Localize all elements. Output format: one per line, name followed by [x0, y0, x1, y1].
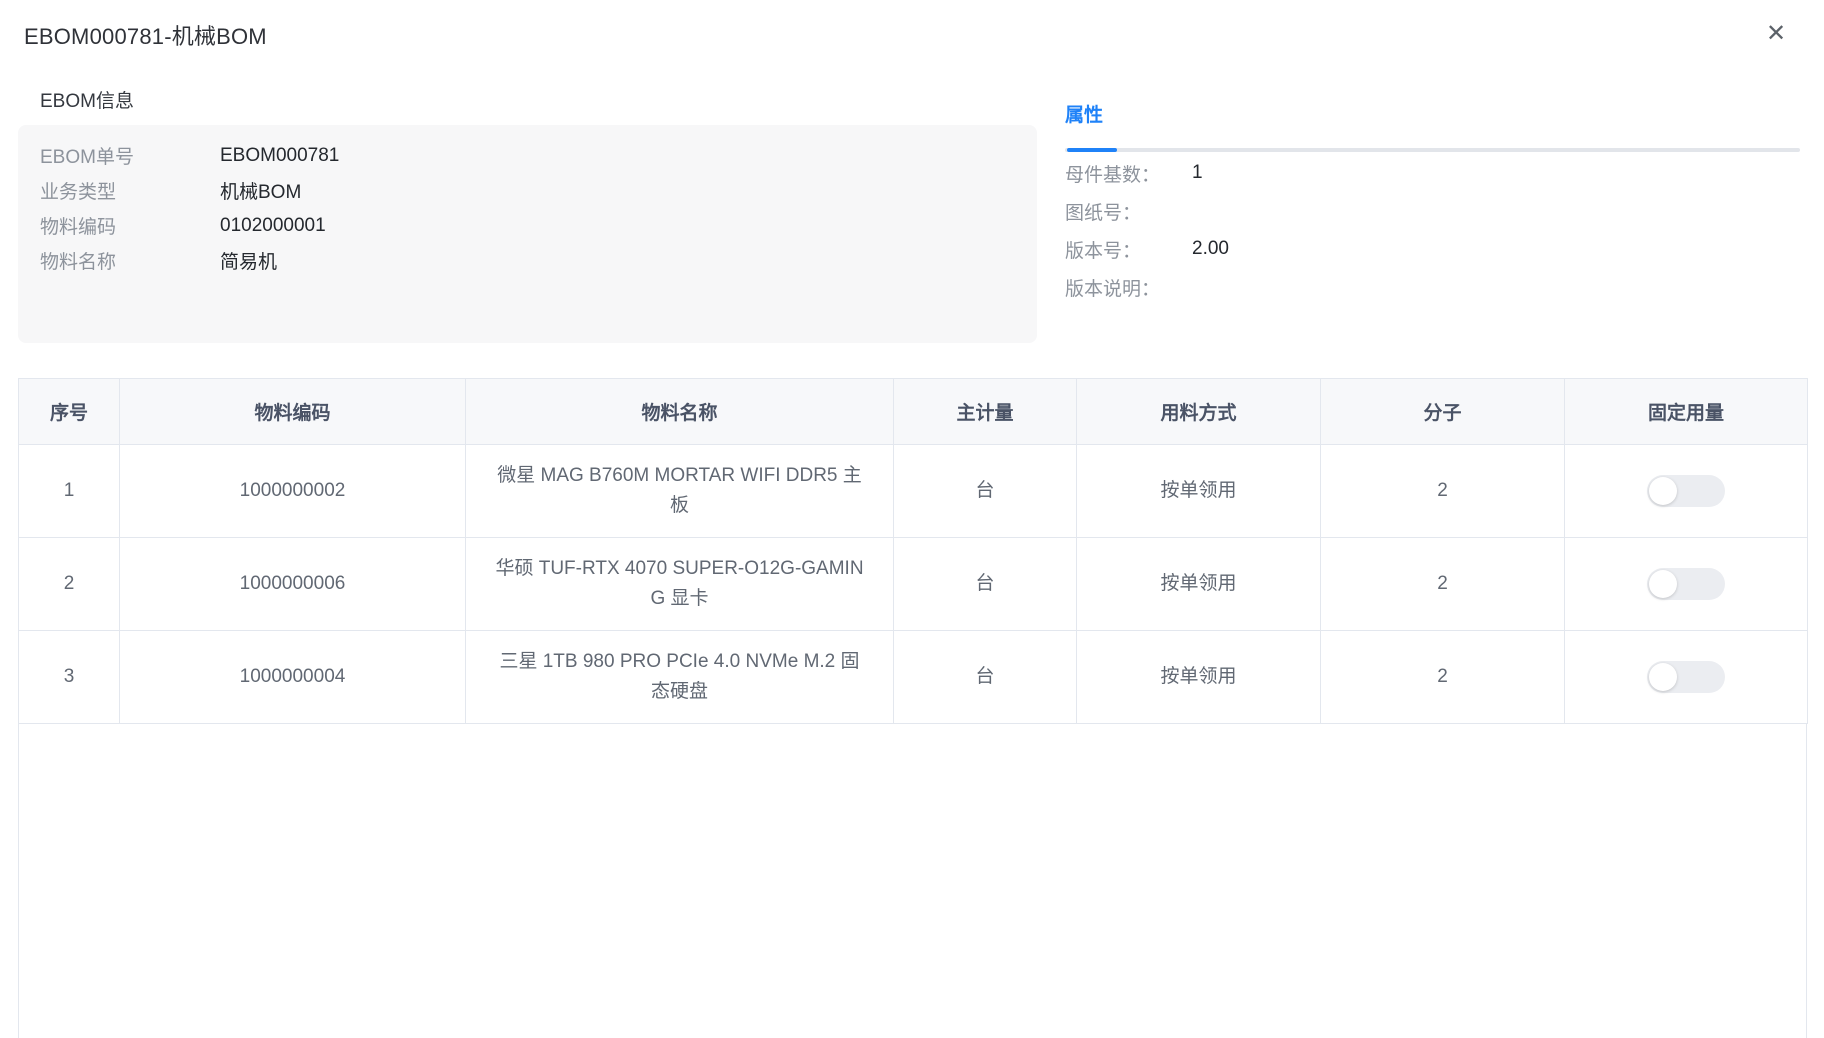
field-label: EBOM单号: [40, 147, 134, 168]
attr-row-version-no: 版本号： 2.00: [1065, 230, 1800, 268]
field-row-material-code: 物料编码 0102000001: [40, 208, 1037, 243]
cell-usage-mode: 按单领用: [1076, 630, 1321, 724]
attr-row-version-desc: 版本说明：: [1065, 268, 1800, 306]
cell-material-code: 1000000006: [119, 537, 466, 631]
attributes-panel: 属性 母件基数： 1 图纸号： 版本号： 2.00 版本说明：: [1065, 100, 1800, 306]
attr-label: 版本说明：: [1065, 278, 1161, 300]
fixed-usage-toggle[interactable]: [1647, 475, 1725, 507]
cell-fixed-usage: [1564, 630, 1808, 724]
attr-label: 图纸号：: [1065, 202, 1142, 224]
field-row-material-name: 物料名称 简易机: [40, 243, 1037, 278]
cell-unit: 台: [893, 444, 1077, 538]
dialog-header: EBOM000781-机械BOM ✕: [0, 0, 1824, 64]
cell-material-code: 1000000002: [119, 444, 466, 538]
field-value: EBOM000781: [220, 144, 340, 166]
fixed-usage-toggle[interactable]: [1647, 661, 1725, 693]
tab-active-indicator: [1067, 148, 1117, 152]
col-header-material-code: 物料编码: [119, 378, 466, 445]
toggle-knob: [1649, 477, 1677, 505]
field-label: 物料名称: [40, 252, 117, 273]
cell-seq: 2: [18, 537, 120, 631]
field-row-ebom-no: EBOM单号 EBOM000781: [40, 138, 1037, 173]
table-row: 3 1000000004 三星 1TB 980 PRO PCIe 4.0 NVM…: [18, 630, 1808, 724]
attributes-list: 母件基数： 1 图纸号： 版本号： 2.00 版本说明：: [1065, 154, 1800, 306]
col-header-usage-mode: 用料方式: [1076, 378, 1321, 445]
ebom-info-heading: EBOM信息: [40, 91, 134, 112]
attr-row-drawing-no: 图纸号：: [1065, 192, 1800, 230]
cell-material-name: 华硕 TUF-RTX 4070 SUPER-O12G-GAMING 显卡: [465, 537, 894, 631]
cell-usage-mode: 按单领用: [1076, 537, 1321, 631]
field-label: 物料编码: [40, 217, 117, 238]
attr-label: 母件基数：: [1065, 164, 1161, 186]
col-header-seq: 序号: [18, 378, 120, 445]
toggle-knob: [1649, 570, 1677, 598]
field-label: 业务类型: [40, 182, 117, 203]
cell-material-code: 1000000004: [119, 630, 466, 724]
attr-label: 版本号：: [1065, 240, 1142, 262]
cell-unit: 台: [893, 630, 1077, 724]
attr-value: 2.00: [1192, 238, 1229, 259]
cell-numerator: 2: [1320, 444, 1565, 538]
cell-seq: 3: [18, 630, 120, 724]
toggle-knob: [1649, 663, 1677, 691]
attr-value: 1: [1192, 162, 1203, 183]
table-header-row: 序号 物料编码 物料名称 主计量 用料方式 分子 固定用量: [18, 378, 1808, 445]
cell-numerator: 2: [1320, 630, 1565, 724]
field-value: 简易机: [220, 252, 278, 273]
cell-seq: 1: [18, 444, 120, 538]
field-value: 0102000001: [220, 214, 326, 236]
cell-numerator: 2: [1320, 537, 1565, 631]
field-value: 机械BOM: [220, 182, 302, 203]
ebom-info-panel: EBOM单号 EBOM000781 业务类型 机械BOM 物料编码 010200…: [18, 125, 1037, 343]
tab-rail: [1065, 148, 1800, 152]
close-icon[interactable]: ✕: [1765, 20, 1787, 47]
cell-material-name: 微星 MAG B760M MORTAR WIFI DDR5 主板: [465, 444, 894, 538]
table-empty-area: [18, 724, 1807, 1038]
dialog-title: EBOM000781-机械BOM: [24, 24, 267, 49]
table-row: 2 1000000006 华硕 TUF-RTX 4070 SUPER-O12G-…: [18, 537, 1808, 631]
cell-unit: 台: [893, 537, 1077, 631]
cell-usage-mode: 按单领用: [1076, 444, 1321, 538]
attr-row-base-qty: 母件基数： 1: [1065, 154, 1800, 192]
cell-fixed-usage: [1564, 537, 1808, 631]
table-row: 1 1000000002 微星 MAG B760M MORTAR WIFI DD…: [18, 444, 1808, 538]
col-header-unit: 主计量: [893, 378, 1077, 445]
bom-table: 序号 物料编码 物料名称 主计量 用料方式 分子 固定用量 1 10000000…: [18, 378, 1808, 1038]
fixed-usage-toggle[interactable]: [1647, 568, 1725, 600]
col-header-fixed-usage: 固定用量: [1564, 378, 1808, 445]
info-section: EBOM信息 EBOM单号 EBOM000781 业务类型 机械BOM 物料编码…: [0, 64, 1824, 378]
tab-attributes[interactable]: 属性: [1065, 105, 1104, 126]
col-header-numerator: 分子: [1320, 378, 1565, 445]
cell-material-name: 三星 1TB 980 PRO PCIe 4.0 NVMe M.2 固态硬盘: [465, 630, 894, 724]
cell-fixed-usage: [1564, 444, 1808, 538]
field-row-business-type: 业务类型 机械BOM: [40, 173, 1037, 208]
col-header-material-name: 物料名称: [465, 378, 894, 445]
